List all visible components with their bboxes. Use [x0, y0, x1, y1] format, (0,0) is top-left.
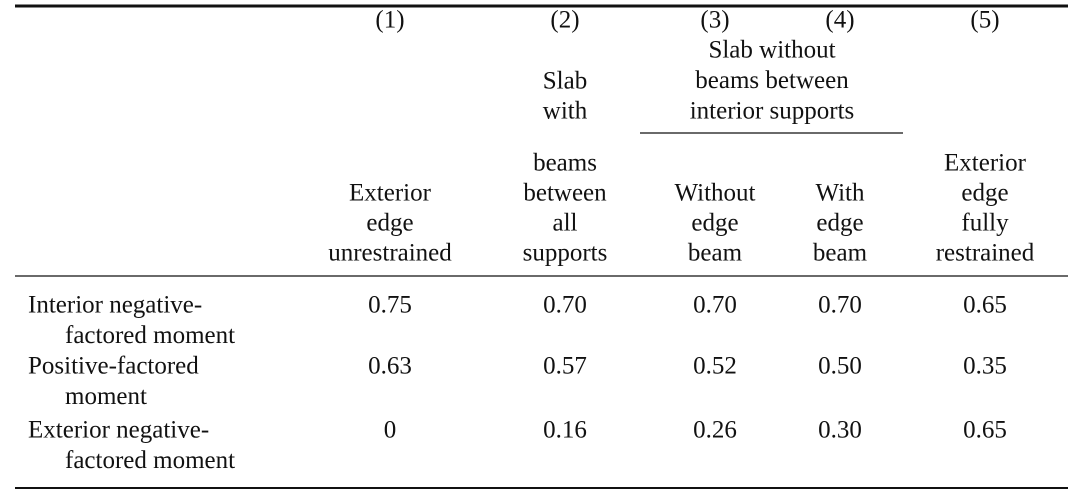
column-header: unrestrained — [328, 240, 452, 267]
cell-value: 0.75 — [368, 292, 412, 319]
column-header: beams — [533, 150, 597, 177]
column-header: edge — [961, 180, 1008, 207]
row-label: moment — [65, 383, 147, 410]
column-header: all — [553, 210, 578, 237]
column-header: With — [816, 180, 865, 207]
row-label: factored moment — [65, 322, 235, 349]
column-header: Exterior — [349, 180, 432, 207]
cell-value: 0.50 — [818, 353, 862, 380]
cell-value: 0.65 — [963, 417, 1007, 444]
column-number: (4) — [825, 7, 854, 34]
column-header: between — [523, 180, 607, 207]
cell-value: 0 — [384, 417, 397, 444]
column-header: beam — [813, 240, 868, 267]
cell-value: 0.57 — [543, 353, 587, 380]
column-number: (1) — [375, 7, 404, 34]
group-header: interior supports — [690, 98, 855, 125]
row-label: Exterior negative- — [28, 417, 209, 444]
column-header: supports — [523, 240, 608, 267]
cell-value: 0.35 — [963, 353, 1007, 380]
column-header: Exterior — [944, 150, 1027, 177]
cell-value: 0.70 — [818, 292, 862, 319]
group-header: beams between — [695, 67, 849, 94]
column-header: Slab — [543, 68, 587, 95]
column-number: (3) — [700, 7, 729, 34]
column-header: beam — [688, 240, 743, 267]
column-header: edge — [691, 210, 738, 237]
cell-value: 0.30 — [818, 417, 862, 444]
column-header: Without — [675, 180, 756, 207]
cell-value: 0.70 — [543, 292, 587, 319]
row-label: Interior negative- — [28, 292, 202, 319]
column-header: restrained — [936, 240, 1035, 267]
row-label: factored moment — [65, 447, 235, 474]
cell-value: 0.63 — [368, 353, 412, 380]
row-label: Positive-factored — [28, 353, 199, 380]
column-header: edge — [366, 210, 413, 237]
column-number: (5) — [970, 7, 999, 34]
column-number: (2) — [550, 7, 579, 34]
cell-value: 0.70 — [693, 292, 737, 319]
column-header: with — [543, 98, 588, 125]
cell-value: 0.52 — [693, 353, 737, 380]
column-header: fully — [961, 210, 1009, 237]
cell-value: 0.26 — [693, 417, 737, 444]
cell-value: 0.65 — [963, 292, 1007, 319]
group-header: Slab without — [708, 37, 835, 64]
column-header: edge — [816, 210, 863, 237]
cell-value: 0.16 — [543, 417, 587, 444]
